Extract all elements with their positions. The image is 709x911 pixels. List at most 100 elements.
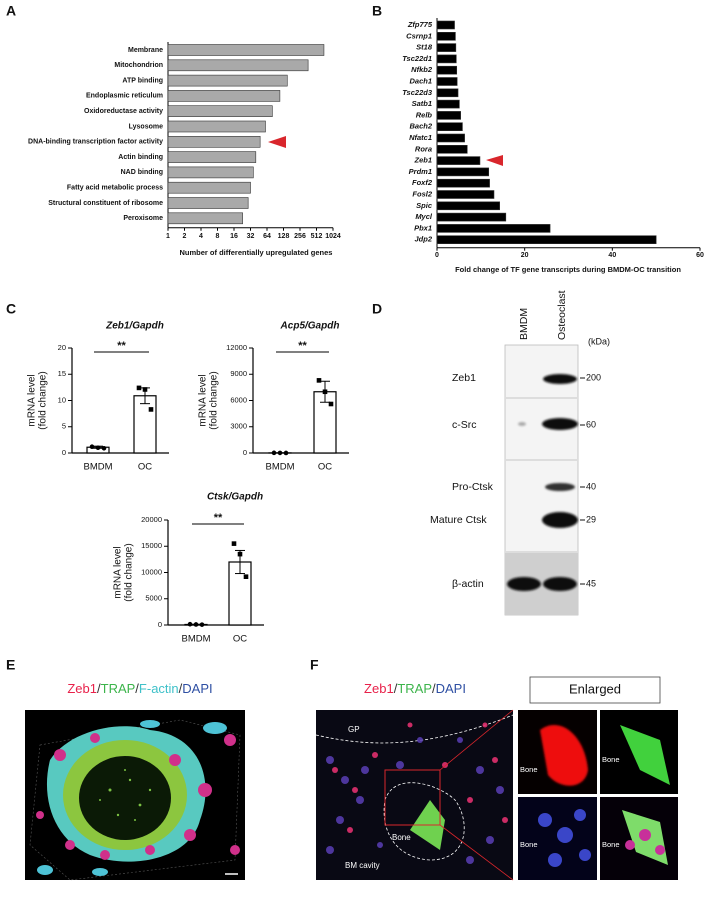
merge-nuclei [625, 829, 665, 855]
data-point [277, 450, 283, 456]
bar [167, 90, 281, 102]
marker-label: 200 [586, 372, 601, 382]
band [545, 483, 575, 491]
bar [436, 43, 457, 52]
panel-label: B [372, 3, 382, 19]
y-axis-label: mRNA level [27, 374, 38, 426]
enlarged-blue [518, 797, 597, 880]
panel-label: A [6, 3, 16, 19]
blot [504, 344, 579, 616]
category-label: Spic [416, 201, 433, 210]
dapi [326, 737, 504, 864]
x-axis-label: Fold change of TF gene transcripts durin… [455, 265, 681, 274]
chart-title: Acp5/Gapdh [280, 321, 340, 332]
y-axis-label: (fold change) [124, 543, 135, 601]
category-label: Membrane [128, 47, 163, 54]
micrograph [316, 710, 513, 880]
image-label: GP [348, 725, 360, 734]
bar [167, 151, 257, 163]
data-point [271, 450, 277, 456]
y-tick-label: 0 [62, 448, 66, 457]
bar [436, 31, 456, 41]
category-label: Nfkb2 [411, 65, 433, 74]
bar [167, 44, 325, 56]
data-point [231, 541, 237, 546]
y-tick-label: 20 [58, 343, 66, 352]
data-point [316, 378, 322, 383]
protein-label: c-Src [452, 419, 477, 431]
category-label: Pbx1 [414, 223, 432, 232]
image-title: Zeb1/TRAP/DAPI [364, 681, 466, 696]
data-point [187, 621, 193, 627]
image-title: Zeb1/TRAP/F-actin/DAPI [67, 681, 212, 696]
category-label: Bach2 [409, 122, 432, 131]
title-part: / [179, 681, 183, 696]
bar [436, 77, 458, 86]
category-label: Prdm1 [409, 167, 432, 176]
bar [133, 395, 157, 454]
x-tick-label: OC [233, 634, 247, 645]
y-tick-label: 9000 [230, 369, 247, 378]
box-outline [29, 719, 241, 881]
title-part: F-actin [139, 681, 179, 696]
category-label: Lysosome [129, 123, 163, 130]
bar [436, 20, 455, 30]
x-tick-label: 20 [521, 252, 529, 259]
x-tick-label: 0 [435, 252, 439, 259]
y-tick-label: 10000 [141, 567, 162, 576]
category-label: Tsc22d1 [402, 54, 432, 63]
image-label: Bone [602, 755, 620, 764]
y-tick-label: 20000 [141, 515, 162, 524]
band [542, 512, 578, 528]
zoom-line [439, 824, 514, 881]
bar [167, 212, 243, 225]
bar [167, 166, 254, 179]
x-axis-label: Number of differentially upregulated gen… [180, 248, 333, 257]
category-label: Csrnp1 [406, 31, 432, 40]
title-part: DAPI [182, 681, 212, 696]
category-label: Oxidoreductase activity [84, 108, 163, 115]
data-point [328, 401, 334, 407]
band [543, 577, 577, 591]
band [542, 418, 578, 430]
enlarged-title: Enlarged [569, 681, 621, 696]
x-tick-label: BMDM [83, 462, 112, 473]
x-tick-label: 128 [278, 233, 290, 240]
y-tick-label: 12000 [226, 343, 247, 352]
y-tick-label: 0 [243, 448, 247, 457]
category-label: Structural constituent of ribosome [48, 200, 163, 207]
image-label: Bone [520, 840, 538, 849]
x-tick-label: BMDM [265, 462, 294, 473]
y-tick-label: 10 [58, 395, 66, 404]
dapi-signal [538, 809, 591, 867]
y-axis-label: (fold change) [209, 371, 220, 429]
title-part: / [97, 681, 101, 696]
y-tick-label: 5000 [145, 594, 162, 603]
bar [436, 212, 507, 222]
zeb1 [332, 722, 508, 833]
category-label: ATP binding [122, 77, 163, 84]
highlight-arrow [268, 136, 286, 148]
marker-label: 60 [586, 419, 596, 429]
x-tick-label: 8 [216, 233, 220, 240]
category-label: Dach1 [409, 76, 432, 85]
data-point [95, 445, 101, 451]
bar [167, 197, 249, 209]
lane-label: BMDM [518, 308, 530, 340]
x-tick-label: 40 [608, 252, 616, 259]
bar [436, 178, 490, 188]
bar [436, 111, 461, 120]
title-part: Zeb1 [364, 681, 394, 696]
category-label: Peroxisome [123, 215, 163, 222]
bar [436, 54, 457, 64]
bar [436, 156, 481, 165]
bar [436, 99, 460, 109]
category-label: St18 [416, 43, 433, 52]
bar [167, 136, 261, 148]
y-tick-label: 15 [58, 369, 66, 378]
title-part: / [432, 681, 436, 696]
y-tick-label: 0 [158, 620, 162, 629]
chart-title: Ctsk/Gapdh [207, 492, 263, 503]
actin [37, 720, 227, 876]
x-tick-label: 512 [311, 233, 323, 240]
